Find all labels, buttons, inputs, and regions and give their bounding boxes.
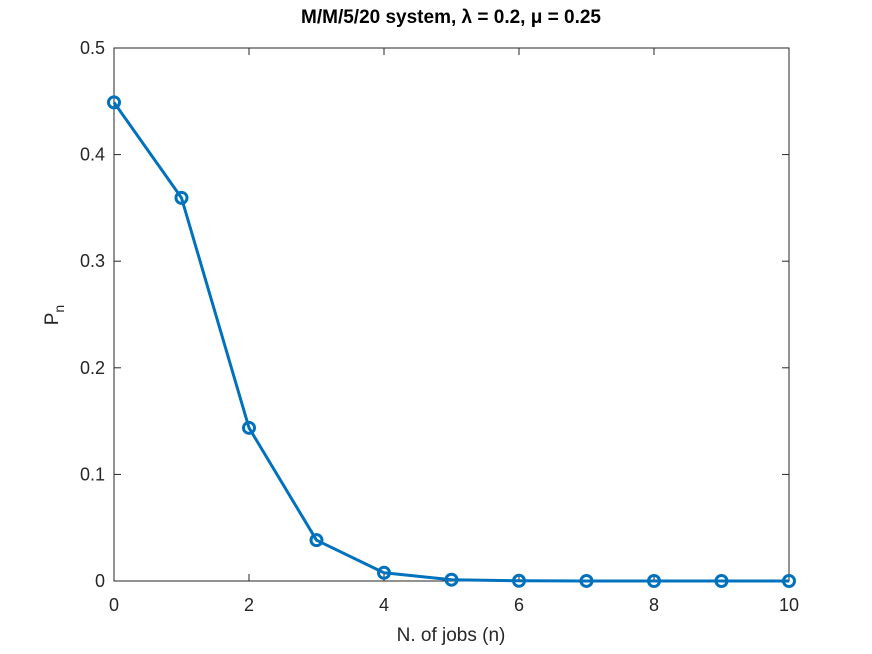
data-point xyxy=(782,574,796,588)
plot-area xyxy=(114,48,789,581)
chart-title: M/M/5/20 system, λ = 0.2, μ = 0.25 xyxy=(301,7,601,28)
x-tick-label: 4 xyxy=(379,595,389,615)
series-line xyxy=(112,101,789,583)
data-point xyxy=(107,95,121,110)
data-point xyxy=(579,573,594,588)
data-point xyxy=(309,533,324,548)
y-axis-label-sub: n xyxy=(51,305,67,313)
data-point xyxy=(242,420,256,435)
y-tick-label: 0.4 xyxy=(80,145,105,165)
x-axis-label: N. of jobs (n) xyxy=(397,625,506,646)
data-point xyxy=(377,565,391,580)
y-tick-label: 0.3 xyxy=(80,251,105,271)
y-tick-label: 0 xyxy=(95,571,105,591)
x-tick-label: 0 xyxy=(109,595,119,615)
data-point xyxy=(714,574,729,588)
x-tick-label: 10 xyxy=(779,595,799,615)
x-tick-label: 8 xyxy=(649,595,659,615)
x-tick-label: 2 xyxy=(244,595,254,615)
x-tick-label: 6 xyxy=(514,595,524,615)
y-axis-label-main: P xyxy=(42,313,63,326)
y-tick-label: 0.1 xyxy=(80,464,105,484)
y-axis-label: Pn xyxy=(42,305,67,325)
data-point xyxy=(647,574,661,588)
data-point xyxy=(174,190,189,205)
data-point xyxy=(512,573,526,588)
series-layer xyxy=(107,95,796,588)
y-tick-label: 0.2 xyxy=(80,358,105,378)
y-tick-label: 0.5 xyxy=(80,38,105,58)
data-point xyxy=(444,572,459,587)
tick-labels: 0 2 4 6 8 10 0 0.1 0.2 0.3 0.4 0.5 xyxy=(80,38,799,615)
